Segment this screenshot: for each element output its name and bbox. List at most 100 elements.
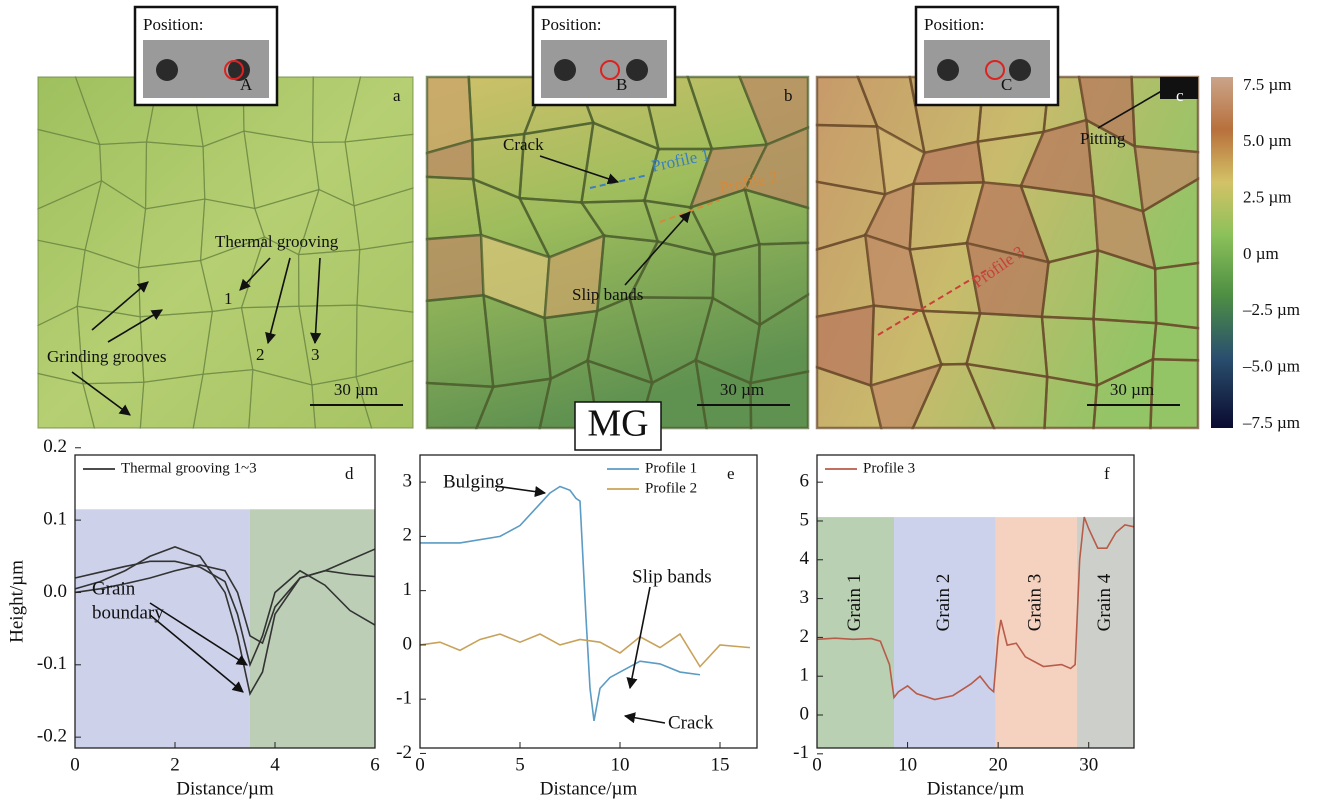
charts: 0.20.10.0-0.1-0.20 2 4 6Distance/µmHeight/µ… bbox=[6, 436, 1135, 799]
x-tick-label: 30 bbox=[1079, 754, 1098, 775]
region-label: Grain 4 bbox=[1094, 573, 1115, 631]
inset-title: Position: bbox=[924, 15, 984, 34]
grain-network bbox=[37, 75, 1200, 430]
micrographs bbox=[37, 75, 1200, 430]
x-tick-label: 2 bbox=[170, 754, 180, 775]
x-tick-label: 10 bbox=[898, 754, 917, 775]
legend-label: Profile 2 bbox=[645, 480, 697, 496]
x-tick-label: 20 bbox=[989, 754, 1008, 775]
y-tick-label: 4 bbox=[800, 548, 810, 569]
grain bbox=[425, 233, 485, 303]
annotation: Thermal grooving bbox=[215, 232, 339, 251]
colorbar-label: –7.5 µm bbox=[1242, 413, 1300, 432]
arrow bbox=[71, 371, 131, 416]
y-tick-label: 0.2 bbox=[43, 436, 67, 457]
plot-frame bbox=[816, 454, 1135, 749]
region bbox=[1076, 517, 1134, 748]
y-tick-label: 0 bbox=[403, 633, 413, 654]
y-tick-label: 6 bbox=[800, 471, 810, 492]
panel-letter: e bbox=[727, 464, 735, 483]
annotation: Grinding grooves bbox=[47, 347, 166, 366]
colorbar-label: –2.5 µm bbox=[1242, 300, 1300, 319]
colorbar bbox=[1211, 77, 1233, 428]
region bbox=[250, 509, 375, 748]
y-tick-label: 3 bbox=[800, 587, 810, 608]
y-tick-label: 1 bbox=[800, 665, 810, 686]
annotation: 2 bbox=[256, 345, 265, 364]
y-tick-label: -1 bbox=[396, 688, 412, 709]
arrow bbox=[494, 485, 547, 498]
arrow bbox=[626, 586, 651, 690]
scale-bar-label: 30 µm bbox=[1110, 380, 1154, 399]
y-tick-label: 1 bbox=[403, 579, 413, 600]
y-tick-label: 5 bbox=[800, 509, 810, 530]
y-tick-label: -0.2 bbox=[37, 726, 67, 747]
colorbar-label: 5.0 µm bbox=[1243, 131, 1292, 150]
region bbox=[75, 509, 250, 748]
arrow bbox=[539, 155, 620, 185]
micrograph-a bbox=[38, 77, 413, 428]
scale-bar-label: 30 µm bbox=[720, 380, 764, 399]
plot-frame bbox=[74, 454, 376, 749]
line bbox=[74, 564, 376, 645]
annotation: Crack bbox=[503, 135, 544, 154]
figure-label: MG bbox=[587, 403, 648, 445]
specimen-hole bbox=[228, 59, 250, 81]
arrow bbox=[149, 602, 248, 666]
arrow bbox=[265, 257, 291, 345]
position-insets: Position: A Position: B Position: C bbox=[133, 5, 1060, 107]
y-tick-label: 2 bbox=[800, 626, 810, 647]
specimen-hole bbox=[156, 59, 178, 81]
specimen-hole bbox=[937, 59, 959, 81]
chart-annotations bbox=[149, 485, 666, 724]
arrow bbox=[624, 211, 691, 286]
colorbar-labels: 7.5 µm 5.0 µm 2.5 µm 0 µm –2.5 µm –5.0 µm –7.5… bbox=[1242, 75, 1300, 432]
scale-bar-label: 30 µm bbox=[334, 380, 378, 399]
grain bbox=[749, 370, 810, 430]
grain bbox=[355, 359, 414, 429]
site-label: C bbox=[1001, 75, 1012, 94]
legend-label: Profile 1 bbox=[645, 460, 697, 476]
profile-line bbox=[659, 199, 721, 223]
region bbox=[893, 517, 996, 748]
panel-letter: c bbox=[1176, 86, 1184, 105]
colorbar-label: –5.0 µm bbox=[1242, 357, 1300, 376]
x-tick-label: 0 bbox=[415, 754, 425, 775]
colorbar-label: 2.5 µm bbox=[1243, 188, 1292, 207]
x-tick-label: 4 bbox=[270, 754, 280, 775]
arrow bbox=[310, 257, 322, 345]
specimen-hole bbox=[1009, 59, 1031, 81]
site-label: B bbox=[616, 75, 627, 94]
x-axis-label: Distance/µm bbox=[176, 778, 274, 799]
y-tick-label: -0.1 bbox=[37, 653, 67, 674]
annotation: Slip bands bbox=[632, 566, 712, 587]
arrow bbox=[91, 281, 149, 331]
colorbar-label: 0 µm bbox=[1243, 244, 1279, 263]
x-tick-label: 5 bbox=[515, 754, 525, 775]
panel-letter: f bbox=[1104, 464, 1110, 483]
x-axis-label: Distance/µm bbox=[927, 778, 1025, 799]
site-marker bbox=[600, 60, 620, 80]
y-tick-label: -2 bbox=[396, 742, 412, 763]
y-tick-label: 0 bbox=[800, 703, 810, 724]
annotation: Slip bands bbox=[572, 285, 643, 304]
arrow bbox=[239, 257, 271, 291]
x-tick-label: 6 bbox=[370, 754, 380, 775]
x-tick-label: 10 bbox=[611, 754, 630, 775]
y-tick-label: 0.1 bbox=[43, 508, 67, 529]
region bbox=[817, 517, 894, 748]
specimen-hole bbox=[626, 59, 648, 81]
x-axis-label: Distance/µm bbox=[540, 778, 638, 799]
annotation: Pitting bbox=[1080, 129, 1126, 148]
arrow bbox=[1097, 84, 1173, 129]
y-tick-label: 3 bbox=[403, 470, 413, 491]
annotation: Bulging bbox=[443, 471, 505, 492]
specimen-hole bbox=[554, 59, 576, 81]
line bbox=[816, 516, 1135, 701]
arrow bbox=[149, 614, 244, 693]
inset-title: Position: bbox=[143, 15, 203, 34]
y-axis-label: Height/µm bbox=[6, 560, 27, 643]
annotation: boundary bbox=[92, 602, 164, 623]
inset-title: Position: bbox=[541, 15, 601, 34]
annotation: Crack bbox=[668, 712, 714, 733]
